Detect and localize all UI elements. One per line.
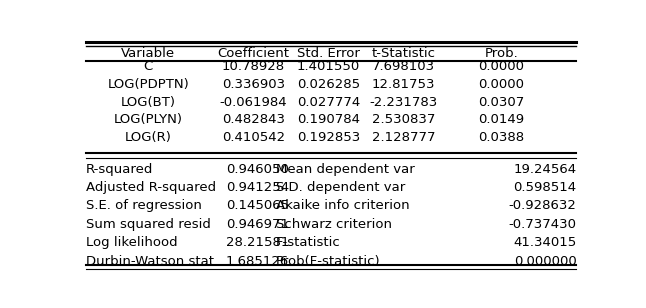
Text: -0.737430: -0.737430 [508,218,576,231]
Text: LOG(R): LOG(R) [125,131,172,144]
Text: 0.190784: 0.190784 [297,113,360,127]
Text: 0.000000: 0.000000 [514,255,576,268]
Text: C: C [143,60,153,73]
Text: 0.0388: 0.0388 [478,131,525,144]
Text: Coefficient: Coefficient [218,47,289,60]
Text: Prob.: Prob. [484,47,518,60]
Text: 0.192853: 0.192853 [297,131,360,144]
Text: Durbin-Watson stat: Durbin-Watson stat [86,255,214,268]
Text: LOG(PDPTN): LOG(PDPTN) [107,78,189,91]
Text: Akaike info criterion: Akaike info criterion [276,199,410,212]
Text: R-squared: R-squared [86,163,153,176]
Text: Mean dependent var: Mean dependent var [276,163,415,176]
Text: Variable: Variable [121,47,176,60]
Text: Sum squared resid: Sum squared resid [86,218,211,231]
Text: -0.928632: -0.928632 [508,199,576,212]
Text: 0.482843: 0.482843 [222,113,285,127]
Text: 10.78928: 10.78928 [222,60,285,73]
Text: 1.685126: 1.685126 [226,255,289,268]
Text: 0.941254: 0.941254 [226,181,289,194]
Text: Std. Error: Std. Error [297,47,360,60]
Text: Adjusted R-squared: Adjusted R-squared [86,181,216,194]
Text: 28.21581: 28.21581 [226,236,289,249]
Text: 0.946971: 0.946971 [226,218,289,231]
Text: 0.026285: 0.026285 [297,78,360,91]
Text: 0.0000: 0.0000 [478,60,525,73]
Text: S.D. dependent var: S.D. dependent var [276,181,405,194]
Text: 2.128777: 2.128777 [372,131,435,144]
Text: F-statistic: F-statistic [276,236,340,249]
Text: 0.0307: 0.0307 [478,96,525,109]
Text: 0.0000: 0.0000 [478,78,525,91]
Text: 41.34015: 41.34015 [513,236,576,249]
Text: 0.027774: 0.027774 [297,96,360,109]
Text: 0.0149: 0.0149 [478,113,525,127]
Text: 0.145065: 0.145065 [226,199,289,212]
Text: -0.061984: -0.061984 [220,96,287,109]
Text: t-Statistic: t-Statistic [371,47,435,60]
Text: 7.698103: 7.698103 [372,60,435,73]
Text: Schwarz criterion: Schwarz criterion [276,218,392,231]
Text: 0.946050: 0.946050 [226,163,289,176]
Text: -2.231783: -2.231783 [370,96,438,109]
Text: 2.530837: 2.530837 [372,113,435,127]
Text: LOG(PLYN): LOG(PLYN) [114,113,183,127]
Text: 1.401550: 1.401550 [297,60,360,73]
Text: Prob(F-statistic): Prob(F-statistic) [276,255,380,268]
Text: 0.336903: 0.336903 [222,78,285,91]
Text: Log likelihood: Log likelihood [86,236,178,249]
Text: S.E. of regression: S.E. of regression [86,199,202,212]
Text: LOG(BT): LOG(BT) [121,96,176,109]
Text: 19.24564: 19.24564 [514,163,576,176]
Text: 0.410542: 0.410542 [222,131,285,144]
Text: 0.598514: 0.598514 [514,181,576,194]
Text: 12.81753: 12.81753 [372,78,435,91]
